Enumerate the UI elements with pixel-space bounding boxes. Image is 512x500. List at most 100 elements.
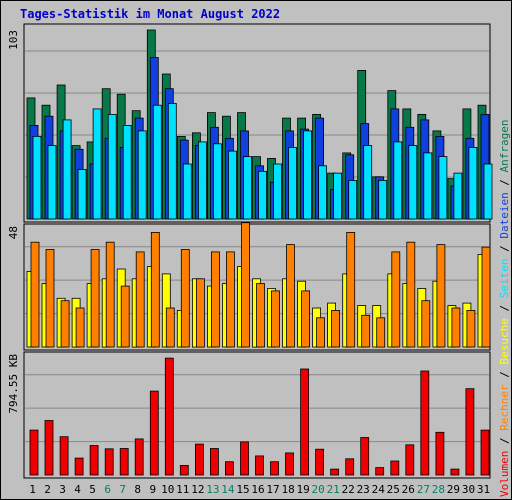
bar-rechner-25 bbox=[391, 251, 401, 348]
bar-volumen-27 bbox=[420, 370, 430, 476]
bar-rechner-4 bbox=[75, 307, 85, 348]
bar-seiten-2 bbox=[47, 145, 57, 220]
bar-volumen-2 bbox=[44, 420, 54, 476]
bar-volumen-29 bbox=[450, 468, 460, 476]
legend-besuche: Besuche bbox=[498, 318, 511, 364]
bar-rechner-23 bbox=[361, 314, 371, 348]
legend-volumen: Volumen bbox=[498, 451, 511, 497]
x-tick-label: 14 bbox=[221, 483, 235, 496]
bar-rechner-1 bbox=[30, 241, 40, 348]
x-tick-label: 17 bbox=[266, 483, 279, 496]
bar-volumen-21 bbox=[330, 468, 340, 476]
bar-seiten-22 bbox=[348, 180, 358, 220]
x-tick-label: 18 bbox=[281, 483, 294, 496]
bar-seiten-28 bbox=[438, 156, 448, 220]
bar-rechner-27 bbox=[421, 300, 431, 348]
bar-volumen-24 bbox=[375, 467, 385, 476]
bar-seiten-18 bbox=[288, 146, 297, 220]
x-tick-label: 21 bbox=[327, 483, 340, 496]
bar-rechner-15 bbox=[241, 222, 250, 348]
bar-volumen-18 bbox=[285, 452, 294, 476]
bar-seiten-6 bbox=[107, 114, 117, 220]
x-tick-label: 27 bbox=[417, 483, 430, 496]
bar-volumen-7 bbox=[119, 448, 129, 476]
bar-seiten-5 bbox=[92, 108, 102, 220]
bar-volumen-13 bbox=[209, 448, 219, 476]
legend-anfragen: Anfragen bbox=[498, 119, 511, 172]
bar-rechner-19 bbox=[301, 290, 311, 348]
bar-volumen-15 bbox=[240, 441, 249, 476]
x-tick-label: 19 bbox=[296, 483, 309, 496]
bar-rechner-20 bbox=[316, 317, 326, 348]
bar-volumen-4 bbox=[74, 457, 84, 476]
bar-rechner-18 bbox=[286, 244, 295, 348]
bar-volumen-20 bbox=[315, 448, 325, 476]
x-tick-label: 30 bbox=[462, 483, 475, 496]
bar-seiten-19 bbox=[303, 130, 313, 220]
x-tick-label: 10 bbox=[161, 483, 174, 496]
x-tick-label: 12 bbox=[191, 483, 204, 496]
bar-rechner-10 bbox=[165, 307, 175, 348]
x-tick-label: 31 bbox=[477, 483, 490, 496]
x-tick-label: 28 bbox=[432, 483, 445, 496]
bar-volumen-25 bbox=[390, 460, 400, 476]
bar-seiten-27 bbox=[423, 152, 433, 220]
x-tick-label: 24 bbox=[372, 483, 386, 496]
bar-seiten-29 bbox=[453, 172, 463, 220]
bar-volumen-12 bbox=[194, 443, 204, 476]
bar-volumen-30 bbox=[465, 388, 475, 476]
bar-seiten-7 bbox=[122, 125, 132, 220]
bar-rechner-2 bbox=[45, 249, 55, 348]
chart-title: Tages-Statistik im Monat August 2022 bbox=[20, 7, 281, 21]
bar-volumen-5 bbox=[89, 445, 99, 476]
x-tick-label: 15 bbox=[236, 483, 249, 496]
bar-rechner-6 bbox=[105, 241, 115, 348]
bar-seiten-16 bbox=[258, 170, 267, 220]
bar-volumen-19 bbox=[300, 368, 310, 476]
x-tick-label: 23 bbox=[357, 483, 370, 496]
bar-seiten-4 bbox=[77, 169, 87, 220]
x-tick-label: 5 bbox=[89, 483, 96, 496]
x-tick-label: 3 bbox=[59, 483, 66, 496]
bar-rechner-24 bbox=[376, 317, 386, 348]
bar-rechner-14 bbox=[225, 251, 235, 348]
bar-seiten-3 bbox=[62, 119, 72, 220]
bar-rechner-11 bbox=[180, 249, 190, 348]
bar-seiten-11 bbox=[182, 163, 192, 220]
bar-seiten-12 bbox=[197, 141, 207, 220]
bar-rechner-28 bbox=[436, 244, 446, 348]
x-tick-label: 8 bbox=[134, 483, 141, 496]
bar-volumen-22 bbox=[345, 458, 355, 476]
x-tick-label: 16 bbox=[251, 483, 264, 496]
bar-rechner-31 bbox=[481, 246, 491, 348]
bar-volumen-31 bbox=[480, 429, 490, 476]
bar-volumen-8 bbox=[134, 438, 144, 476]
x-tick-label: 29 bbox=[447, 483, 460, 496]
bar-seiten-15 bbox=[243, 156, 252, 220]
bar-volumen-14 bbox=[224, 461, 234, 476]
x-tick-label: 1 bbox=[29, 483, 36, 496]
bar-rechner-16 bbox=[256, 283, 265, 348]
bar-seiten-10 bbox=[167, 103, 177, 220]
bar-rechner-13 bbox=[210, 251, 220, 348]
x-tick-label: 11 bbox=[176, 483, 189, 496]
bar-rechner-9 bbox=[150, 231, 160, 348]
bar-rechner-5 bbox=[90, 249, 100, 348]
bar-seiten-30 bbox=[468, 146, 478, 220]
x-tick-label: 6 bbox=[104, 483, 111, 496]
bar-rechner-21 bbox=[331, 309, 341, 348]
legend-dateien: Dateien bbox=[498, 192, 511, 238]
bar-volumen-6 bbox=[104, 448, 114, 476]
bar-seiten-24 bbox=[378, 180, 388, 220]
x-tick-label: 20 bbox=[311, 483, 324, 496]
bar-rechner-7 bbox=[120, 285, 130, 348]
bar-seiten-1 bbox=[32, 135, 42, 220]
legend-seiten: Seiten bbox=[498, 259, 511, 299]
bar-rechner-3 bbox=[60, 300, 70, 348]
bar-volumen-1 bbox=[29, 429, 39, 476]
bar-seiten-25 bbox=[393, 141, 403, 220]
bar-seiten-17 bbox=[273, 163, 282, 220]
bar-seiten-21 bbox=[333, 172, 343, 220]
bottom-ymax-label: 794.55 KB bbox=[7, 354, 20, 414]
